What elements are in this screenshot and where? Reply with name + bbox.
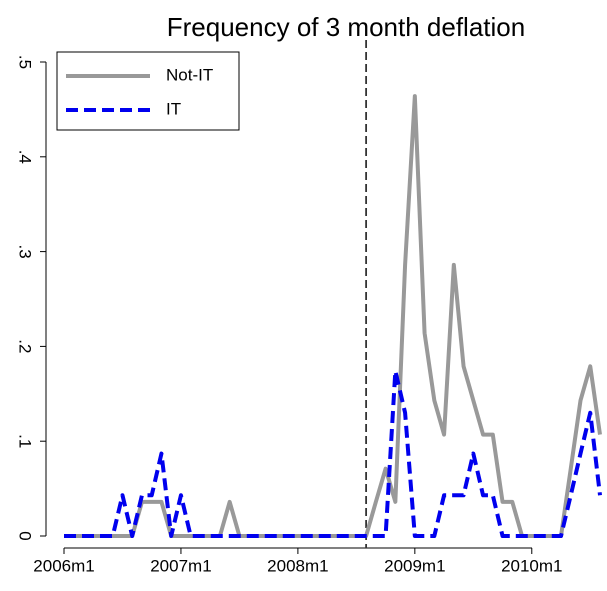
y-tick-label: .3 (16, 245, 35, 259)
y-tick-label: .4 (16, 150, 35, 164)
x-tick-label: 2007m1 (150, 556, 211, 575)
chart-title: Frequency of 3 month deflation (167, 12, 525, 42)
series-line (64, 369, 602, 538)
y-tick-label: .2 (16, 339, 35, 353)
x-tick-label: 2006m1 (33, 556, 94, 575)
x-tick-label: 2009m1 (384, 556, 445, 575)
x-tick-label: 2010m1 (501, 556, 562, 575)
legend-box (56, 51, 240, 131)
legend-label: Not-IT (166, 65, 213, 84)
y-tick-label: .5 (16, 55, 35, 69)
series-line (64, 94, 602, 538)
y-tick-label: 0 (16, 531, 35, 540)
y-tick-label: .1 (16, 434, 35, 448)
x-tick-label: 2008m1 (267, 556, 328, 575)
legend-label: IT (166, 99, 181, 118)
